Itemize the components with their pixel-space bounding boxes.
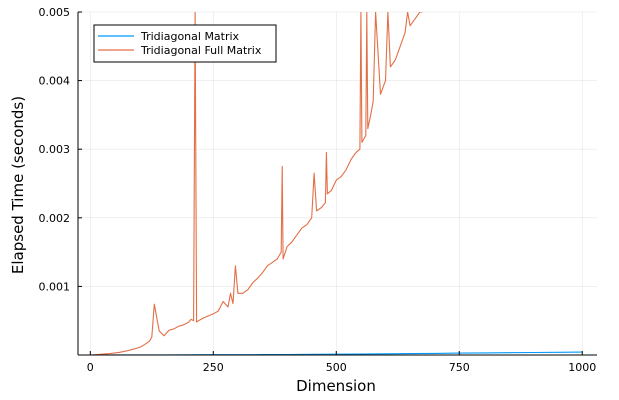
grid-layer — [78, 11, 597, 355]
y-tick-label: 0.005 — [39, 6, 71, 19]
axes-layer — [77, 12, 597, 356]
x-tick-label: 750 — [449, 361, 470, 374]
ticks-layer: 0 250 500 750 1000 0.001 0.002 0.003 0.004 0.005 — [39, 6, 597, 374]
x-tick-label: 0 — [87, 361, 94, 374]
x-tick-label: 250 — [203, 361, 224, 374]
legend-label-tridiagonal-matrix: Tridiagonal Matrix — [140, 30, 240, 43]
y-axis-title: Elapsed Time (seconds) — [9, 96, 27, 274]
legend: Tridiagonal Matrix Tridiagonal Full Matr… — [93, 24, 277, 63]
legend-label-tridiagonal-full-matrix: Tridiagonal Full Matrix — [140, 44, 262, 57]
y-tick-label: 0.001 — [39, 280, 71, 293]
x-tick-label: 500 — [326, 361, 347, 374]
series-line-tridiagonal-full-matrix — [90, 12, 423, 355]
legend-box — [93, 24, 277, 63]
y-tick-label: 0.002 — [39, 212, 71, 225]
x-axis-title: Dimension — [296, 377, 376, 395]
y-tick-label: 0.004 — [39, 75, 71, 88]
x-tick-label: 1000 — [568, 361, 596, 374]
y-tick-label: 0.003 — [39, 143, 71, 156]
